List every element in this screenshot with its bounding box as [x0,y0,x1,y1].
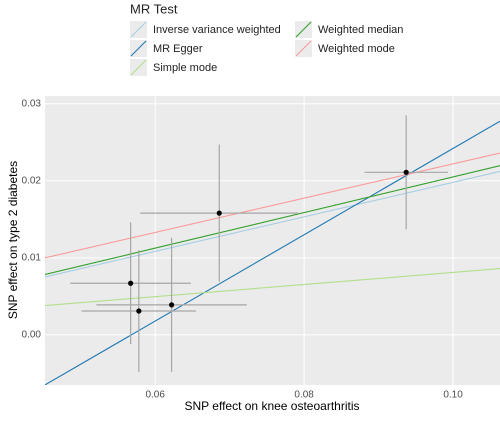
y-axis-label: SNP effect on type 2 diabetes [6,161,20,319]
point [216,210,222,216]
x-tick-label: 0.10 [443,390,463,401]
legend-label: Inverse variance weighted [153,24,281,36]
point [403,169,409,175]
legend-label: Weighted median [318,24,403,36]
fit-line [45,165,500,276]
fit-line [45,170,500,278]
panel [45,96,500,385]
y-tick-label: 0.03 [22,98,42,109]
legend-label: MR Egger [153,43,203,55]
legend-label: Simple mode [153,62,217,74]
legend-swatch [295,40,312,57]
x-tick-label: 0.06 [145,390,165,401]
y-tick-label: 0.01 [22,252,42,263]
legend-label: Weighted mode [318,43,395,55]
legend-swatch [130,40,147,57]
fit-line [45,152,500,259]
grid [45,96,500,385]
fit-lines [45,120,500,385]
fit-line [45,120,500,385]
x-tick-label: 0.08 [294,390,314,401]
points [70,115,448,372]
legend-swatch [295,21,312,38]
y-tick-label: 0.02 [22,175,42,186]
legend-title: MR Test [130,1,178,16]
legend-swatch [130,59,147,76]
point [168,302,175,308]
fit-line [45,268,500,307]
point [136,308,142,314]
x-axis-label: SNP effect on knee osteoarthritis [185,399,360,413]
legend-swatch [130,21,147,38]
point [128,280,134,286]
y-tick-label: 0.00 [22,330,42,341]
